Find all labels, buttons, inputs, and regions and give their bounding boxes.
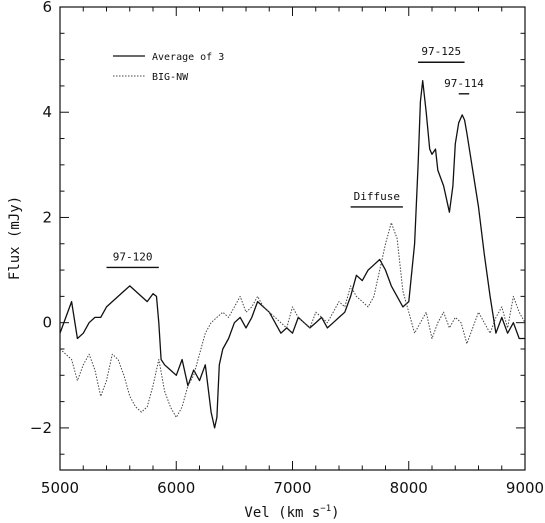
axis-tick-labels: 5000 6000 7000 8000 9000 −2 0 2 4 6 [30,0,544,497]
x-tick-label: 9000 [506,479,544,497]
legend-label-series-2: BIG-NW [152,72,189,83]
y-tick-label: −2 [30,419,52,437]
annotation-label: 97-114 [444,77,484,90]
x-axis-title-end: ) [331,505,339,521]
annotation-label: Diffuse [354,190,400,203]
annotation-layer: 97-120 Diffuse 97-125 97-114 [106,45,484,269]
y-tick-label: 2 [42,208,52,226]
x-axis-title: Vel (km s−1) [244,504,339,521]
series-line-average-of-3 [59,80,525,429]
series-line-big-nw [59,222,526,418]
axis-ticks [59,6,526,470]
y-tick-label: 4 [42,103,52,121]
legend: Average of 3 BIG-NW [113,52,224,83]
legend-label-series-1: Average of 3 [152,52,224,63]
x-tick-label: 5000 [41,479,79,497]
x-axis-title-sup: −1 [320,504,331,514]
series-layer [59,80,526,429]
annotation-label: 97-125 [421,45,461,58]
annotation-label: 97-120 [113,250,153,263]
x-axis-title-main: Vel (km s [244,505,320,521]
x-tick-label: 6000 [157,479,195,497]
x-tick-label: 7000 [273,479,311,497]
y-axis-title: Flux (mJy) [7,196,23,280]
x-tick-label: 8000 [390,479,428,497]
y-tick-label: 6 [42,0,52,16]
y-tick-label: 0 [42,314,52,332]
